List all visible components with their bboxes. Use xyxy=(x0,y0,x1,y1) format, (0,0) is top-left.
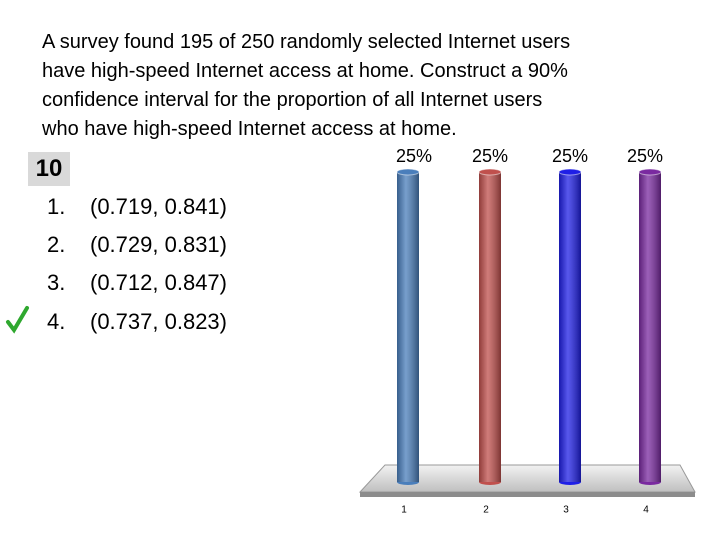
bar-top xyxy=(558,168,582,176)
question-line: who have high-speed Internet access at h… xyxy=(42,118,457,140)
bar-top xyxy=(478,168,502,176)
question-line: have high-speed Internet access at home.… xyxy=(42,60,568,82)
option-number: 4. xyxy=(47,309,66,334)
option-text: (0.719, 0.841) xyxy=(90,194,227,219)
value-label: 25% xyxy=(472,146,508,166)
x-tick-label: 4 xyxy=(643,505,649,516)
bar-shade xyxy=(639,172,661,482)
x-tick-label: 1 xyxy=(401,505,407,516)
option-number: 1. xyxy=(47,194,66,219)
question-line: A survey found 195 of 250 randomly selec… xyxy=(42,31,571,53)
question-line: confidence interval for the proportion o… xyxy=(42,89,543,111)
correct-checkmark xyxy=(6,306,29,334)
x-tick-label: 3 xyxy=(563,505,569,516)
bar-shade xyxy=(479,172,501,482)
option-number: 2. xyxy=(47,232,66,257)
value-label: 25% xyxy=(552,146,588,166)
x-tick-label: 2 xyxy=(483,505,489,516)
value-label: 25% xyxy=(396,146,432,166)
option-text: (0.729, 0.831) xyxy=(90,232,227,257)
chart-floor-edge xyxy=(360,492,695,497)
value-label: 25% xyxy=(627,146,663,166)
bar-top xyxy=(638,168,662,176)
bar-shade xyxy=(559,172,581,482)
bar-shade xyxy=(397,172,419,482)
countdown: 10 xyxy=(28,152,70,186)
option-text: (0.737, 0.823) xyxy=(90,309,227,334)
option-number: 3. xyxy=(47,270,66,295)
bar-top xyxy=(396,168,420,176)
option-text: (0.712, 0.847) xyxy=(90,270,227,295)
